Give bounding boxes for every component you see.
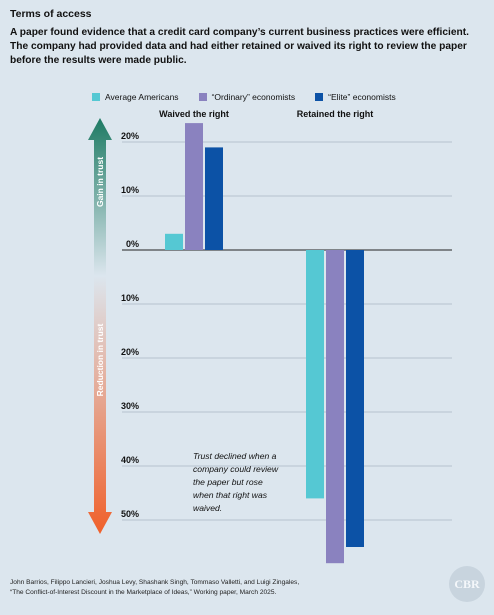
- y-tick-label: 50%: [121, 509, 139, 519]
- y-tick-label: 30%: [121, 401, 139, 411]
- annotation: Trust declined when a company could revie…: [193, 451, 279, 513]
- legend: Average Americans “Ordinary” economists …: [92, 92, 396, 102]
- bar: [205, 147, 223, 250]
- y-tick-label: 40%: [121, 455, 139, 465]
- labels: 20% 10% 0% 10% 20% 30% 40% 50% Waived the right R…: [121, 109, 373, 519]
- bar: [326, 250, 344, 564]
- bars: [165, 123, 364, 564]
- gain-in-trust-label: Gain in trust: [95, 157, 105, 207]
- legend-swatch: [198, 93, 207, 101]
- gridlines: [122, 141, 452, 521]
- source-citation: John Barrios, Filippo Lancieri, Joshua L…: [10, 578, 299, 598]
- trust-arrow-shape: [88, 118, 112, 534]
- legend-item-average-americans: Average Americans: [92, 92, 179, 102]
- y-tick-label: 10%: [121, 185, 139, 195]
- chart-heading: Terms of access: [10, 8, 92, 20]
- legend-swatch: [92, 93, 100, 101]
- annotation-line: company could review: [193, 464, 279, 474]
- legend-item-ordinary-economists: “Ordinary” economists: [198, 92, 296, 102]
- legend-label: “Ordinary” economists: [211, 92, 296, 102]
- bar: [306, 250, 324, 499]
- y-tick-label: 10%: [121, 293, 139, 303]
- bar: [185, 123, 203, 250]
- category-label: Retained the right: [297, 109, 374, 119]
- annotation-line: when that right was: [193, 490, 268, 500]
- y-tick-label: 0%: [126, 239, 139, 249]
- legend-label: Average Americans: [105, 92, 179, 102]
- cbr-logo: CBR: [449, 566, 485, 602]
- y-tick-label: 20%: [121, 347, 139, 357]
- legend-swatch: [315, 93, 324, 101]
- source-line-1: John Barrios, Filippo Lancieri, Joshua L…: [10, 579, 300, 586]
- annotation-line: waived.: [193, 503, 222, 513]
- bar: [165, 233, 183, 250]
- annotation-line: the paper but rose: [193, 477, 263, 487]
- chart-subtitle: A paper found evidence that a credit car…: [10, 27, 469, 66]
- legend-label: “Elite” economists: [328, 92, 396, 102]
- annotation-line: Trust declined when a: [193, 451, 277, 461]
- trust-arrow: Gain in trust Reduction in trust: [88, 118, 112, 534]
- bar: [346, 250, 364, 547]
- reduction-in-trust-label: Reduction in trust: [95, 323, 105, 396]
- legend-item-elite-economists: “Elite” economists: [315, 92, 396, 102]
- source-line-2: “The Conflict-of-Interest Discount in th…: [10, 589, 277, 596]
- y-tick-label: 20%: [121, 131, 139, 141]
- category-label: Waived the right: [159, 109, 229, 119]
